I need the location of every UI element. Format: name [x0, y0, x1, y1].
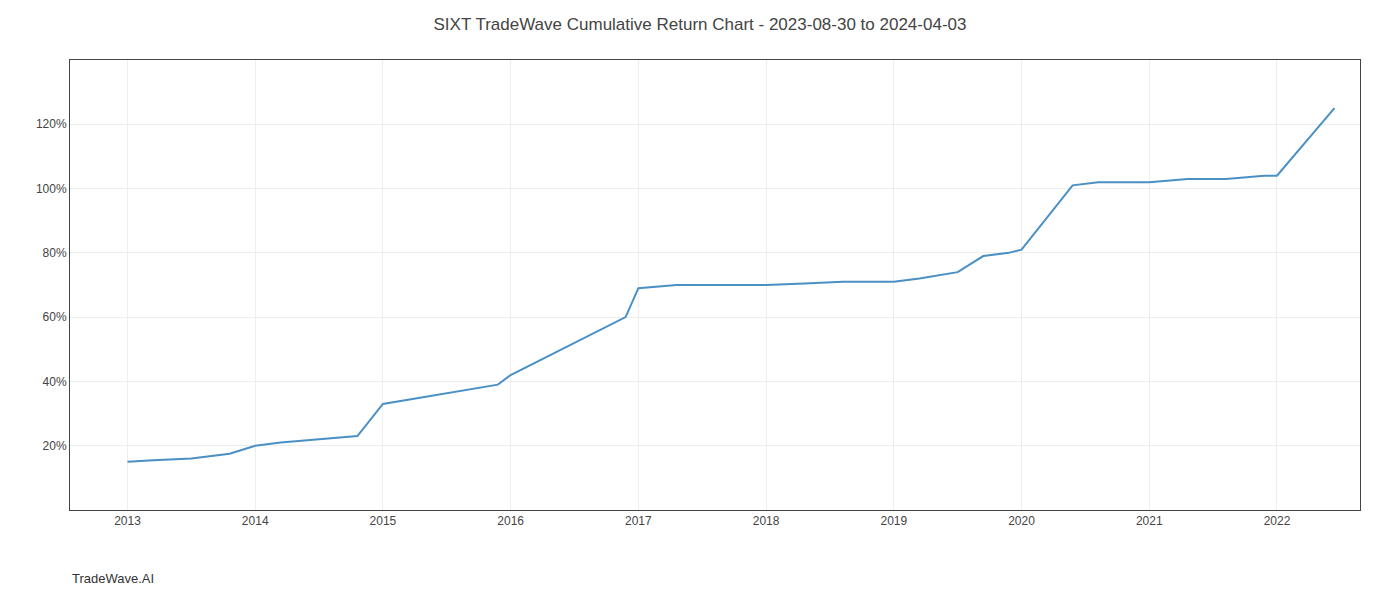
svg-text:60%: 60%: [43, 310, 67, 324]
svg-text:2016: 2016: [497, 514, 524, 528]
svg-text:2018: 2018: [753, 514, 780, 528]
svg-text:20%: 20%: [43, 439, 67, 453]
svg-text:40%: 40%: [43, 375, 67, 389]
svg-text:SIXT TradeWave Cumulative Retu: SIXT TradeWave Cumulative Return Chart -…: [434, 15, 967, 34]
svg-text:2015: 2015: [370, 514, 397, 528]
svg-text:2014: 2014: [242, 514, 269, 528]
svg-text:120%: 120%: [36, 117, 67, 131]
svg-text:2013: 2013: [114, 514, 141, 528]
svg-text:2021: 2021: [1136, 514, 1163, 528]
svg-text:2020: 2020: [1008, 514, 1035, 528]
svg-text:2019: 2019: [880, 514, 907, 528]
svg-text:TradeWave.AI: TradeWave.AI: [72, 571, 154, 586]
svg-text:80%: 80%: [43, 246, 67, 260]
svg-text:2017: 2017: [625, 514, 652, 528]
svg-text:2022: 2022: [1264, 514, 1291, 528]
svg-text:100%: 100%: [36, 182, 67, 196]
